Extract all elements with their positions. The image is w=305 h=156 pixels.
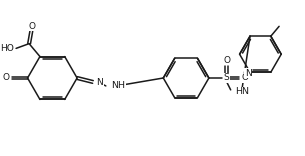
Text: O: O [3,73,10,83]
Text: O: O [223,56,230,65]
Text: N: N [245,69,251,78]
Text: NH: NH [111,81,125,90]
Text: HO: HO [0,44,14,53]
Text: S: S [224,73,230,83]
Text: O: O [241,73,248,83]
Text: O: O [29,22,36,31]
Text: HN: HN [235,87,249,96]
Text: N: N [96,78,103,87]
